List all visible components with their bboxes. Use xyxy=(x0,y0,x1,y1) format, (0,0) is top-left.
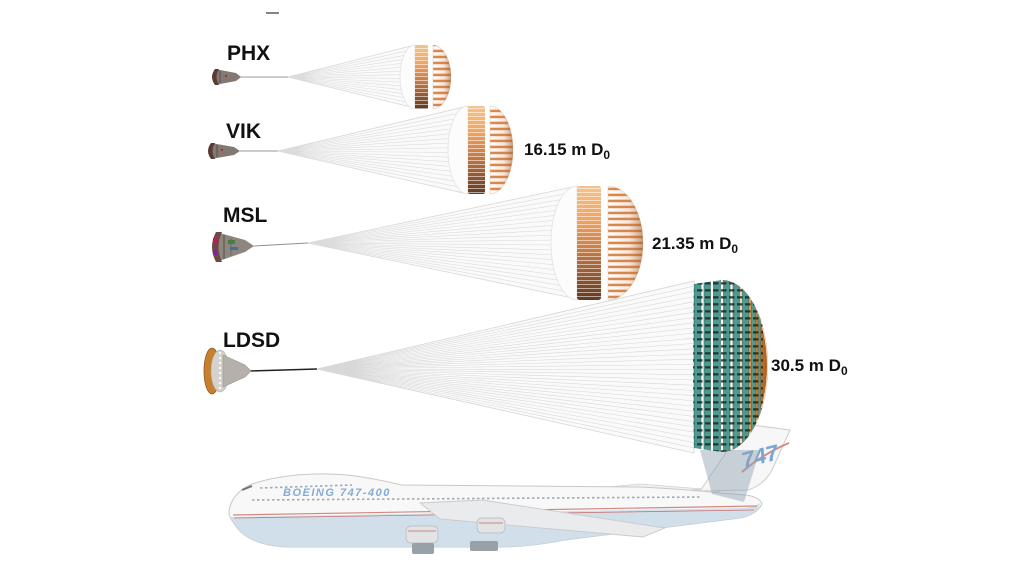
ldsd-canopy-shadow xyxy=(700,450,760,502)
phx-suspension-lines xyxy=(287,44,416,109)
vik-capsule xyxy=(208,143,240,159)
plane-title: BOEING 747-400 xyxy=(283,487,391,499)
phx-capsule xyxy=(212,69,241,85)
main-wing xyxy=(418,499,667,538)
phx-row: PHX xyxy=(212,42,452,110)
tail-swoosh xyxy=(741,442,790,473)
boeing-747: 747 BOEING 747-400 xyxy=(228,424,791,554)
vik-label: VIK xyxy=(226,120,261,143)
msl-canopy xyxy=(577,185,644,301)
msl-canopy-front xyxy=(550,185,578,301)
engine-pod-outer xyxy=(405,525,439,554)
msl-label: MSL xyxy=(223,204,268,227)
vik-diameter-label: 16.15 m D0 xyxy=(524,140,610,162)
phx-canopy xyxy=(415,44,452,110)
ldsd-capsule xyxy=(203,347,252,395)
ldsd-capsule-dots xyxy=(218,351,222,390)
ldsd-suspension-lines xyxy=(316,280,695,454)
ldsd-canopy xyxy=(693,280,768,452)
vik-suspension-lines xyxy=(277,105,469,195)
phx-label: PHX xyxy=(227,42,270,65)
msl-capsule xyxy=(212,232,254,262)
msl-row: MSL 21.35 m D0 xyxy=(212,185,738,301)
vik-canopy xyxy=(468,105,514,195)
ldsd-diameter-label: 30.5 m D0 xyxy=(771,356,848,378)
phx-canopy-front xyxy=(399,44,416,110)
msl-bridle-line xyxy=(253,242,309,247)
vik-row: VIK 16.15 m D0 xyxy=(208,105,610,195)
msl-suspension-lines xyxy=(307,185,578,300)
engine-pod-inner xyxy=(470,517,506,551)
ldsd-row: LDSD xyxy=(203,280,848,502)
cockpit-window xyxy=(241,485,253,491)
window-row-upper xyxy=(259,484,353,489)
msl-diameter-label: 21.35 m D0 xyxy=(652,234,738,256)
ldsd-label: LDSD xyxy=(223,329,280,352)
vik-canopy-front xyxy=(447,105,469,195)
ldsd-bridle-line xyxy=(249,368,318,372)
